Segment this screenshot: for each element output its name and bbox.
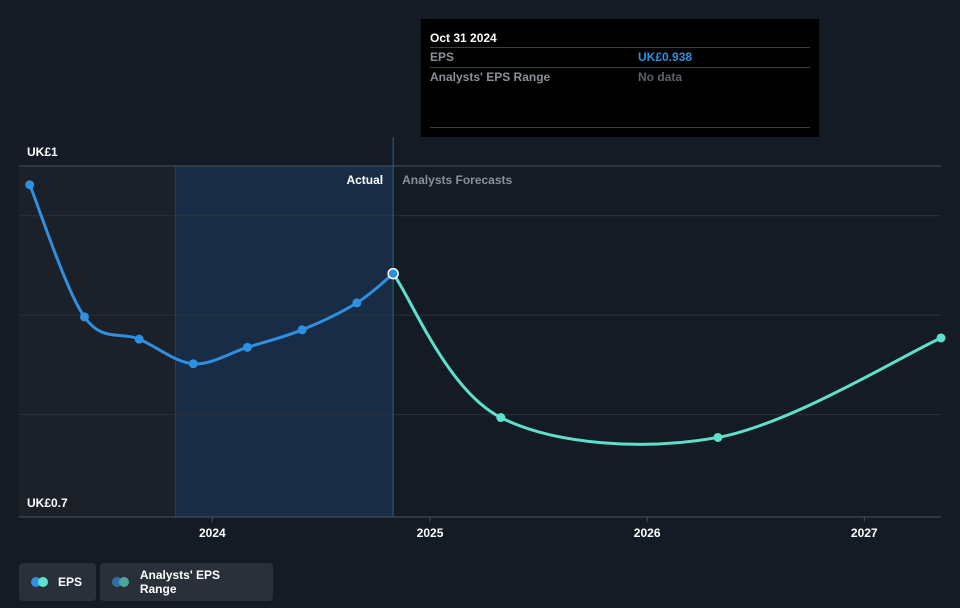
- series-lines: [28, 183, 943, 446]
- actual-eps-point: [297, 325, 307, 335]
- forecast-eps-point: [936, 333, 946, 343]
- eps-range-legend-icon: [112, 577, 132, 587]
- x-tick-label: 2027: [851, 526, 878, 540]
- actual-eps-point: [25, 180, 35, 190]
- actual-eps-point: [352, 298, 362, 308]
- actual-eps-point: [134, 334, 144, 344]
- legend-item-eps[interactable]: EPS: [19, 563, 96, 601]
- x-tick-label: 2025: [417, 526, 444, 540]
- x-tick-label: 2026: [634, 526, 661, 540]
- tooltip-date: Oct 31 2024: [430, 31, 497, 45]
- tooltip-eps-value: UK£0.938: [638, 50, 693, 64]
- actual-eps-point: [79, 312, 89, 322]
- gridlines: [19, 165, 941, 518]
- actual-eps-point: [387, 267, 399, 280]
- actual-eps-point: [242, 342, 252, 352]
- actual-eps-line: [28, 183, 395, 366]
- x-tick-label: 2024: [199, 526, 226, 540]
- tooltip-divider: [430, 127, 810, 128]
- tooltip-row-eps: EPS UK£0.938: [430, 47, 810, 67]
- forecast-eps-point: [713, 432, 723, 442]
- forecast-eps-line: [391, 272, 943, 446]
- eps-legend-icon: [31, 577, 50, 587]
- legend-label-eps: EPS: [57, 575, 82, 589]
- legend-item-eps-range[interactable]: Analysts' EPS Range: [100, 563, 273, 601]
- tooltip-panel: Oct 31 2024 EPS UK£0.938 Analysts' EPS R…: [421, 19, 819, 137]
- y-tick-label-top: UK£1: [27, 145, 58, 159]
- forecast-region-label: Analysts Forecasts: [402, 173, 512, 187]
- series-points: [25, 180, 946, 442]
- y-tick-label-bottom: UK£0.7: [27, 496, 68, 510]
- actual-eps-point: [188, 359, 198, 369]
- tooltip-eps-label: EPS: [430, 50, 455, 64]
- actual-region-label: Actual: [346, 173, 383, 187]
- tooltip-row-range: Analysts' EPS Range No data: [430, 67, 810, 87]
- highlight-band: [175, 166, 394, 517]
- x-axis-ticks: 2024 2025 2026 2027: [199, 517, 878, 540]
- tooltip-range-label: Analysts' EPS Range: [430, 70, 551, 84]
- tooltip-range-value: No data: [638, 70, 683, 84]
- forecast-eps-point: [496, 413, 506, 423]
- legend-label-eps-range: Analysts' EPS Range: [139, 568, 221, 596]
